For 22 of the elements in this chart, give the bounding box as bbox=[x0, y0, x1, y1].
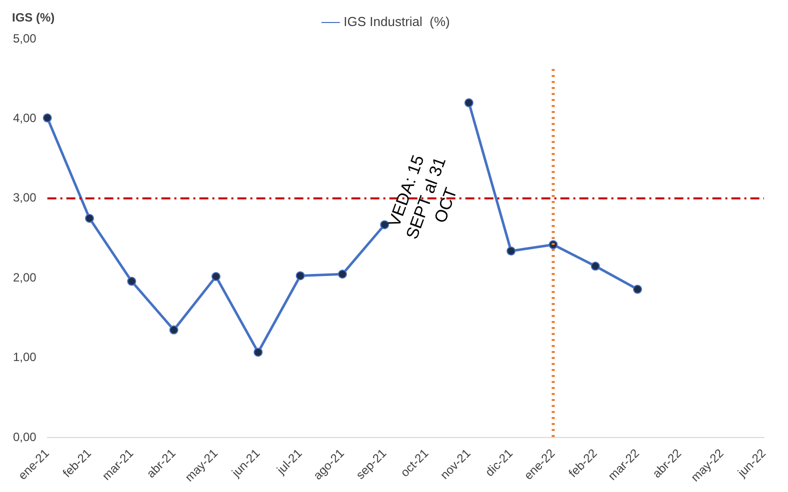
legend-label: IGS Industrial (%) bbox=[344, 14, 450, 30]
y-tick-label: 5,00 bbox=[12, 31, 37, 46]
point bbox=[85, 214, 94, 223]
y-tick-label: 4,00 bbox=[12, 111, 37, 126]
point bbox=[464, 98, 474, 108]
point bbox=[506, 246, 516, 256]
point bbox=[338, 270, 347, 279]
point bbox=[254, 348, 263, 357]
y-tick-label: 2,00 bbox=[12, 270, 37, 284]
point bbox=[590, 262, 600, 271]
point bbox=[42, 113, 52, 122]
y-tick-label: 0,00 bbox=[12, 430, 37, 444]
point bbox=[380, 220, 390, 230]
point bbox=[127, 276, 136, 286]
y-tick-label: 1,00 bbox=[12, 350, 37, 364]
y-axis-title: IGS (%) bbox=[12, 10, 55, 24]
y-tick-label: 3,00 bbox=[12, 190, 37, 205]
point bbox=[633, 284, 642, 294]
annotation: VEDA: 15 SEPT al 31 OCT bbox=[384, 152, 461, 242]
point bbox=[211, 272, 220, 282]
point bbox=[169, 325, 178, 334]
point bbox=[296, 271, 305, 280]
